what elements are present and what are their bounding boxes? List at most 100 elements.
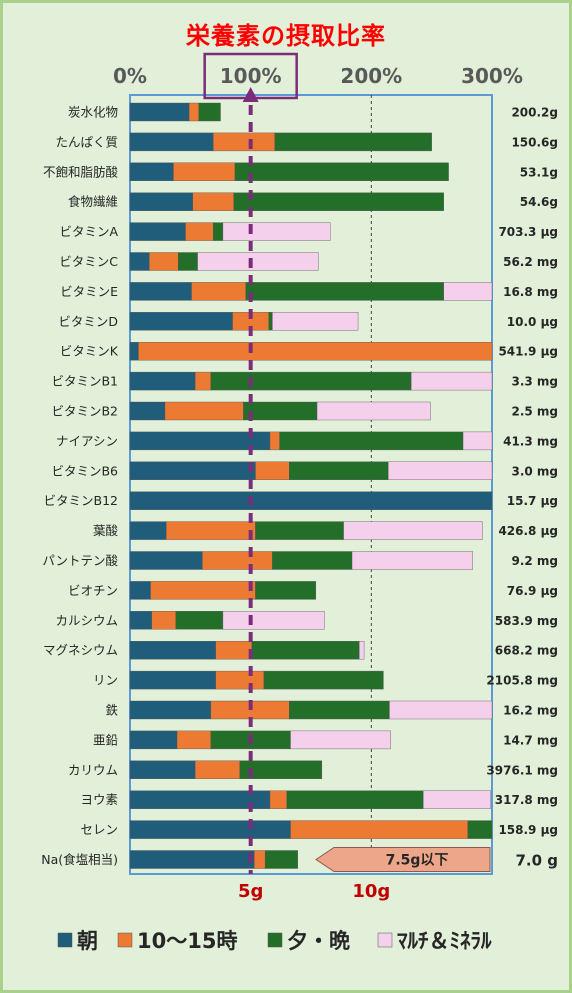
amount-label: 3.0 mg bbox=[511, 464, 558, 478]
bar-segment-supplement bbox=[423, 790, 491, 809]
category-label: ビタミンC bbox=[59, 254, 118, 269]
legend-swatch-snack bbox=[117, 932, 133, 948]
amount-label: 426.8 μg bbox=[498, 524, 558, 538]
bar-segment-supplement bbox=[222, 222, 331, 241]
salt-limit-note: 7.5g以下 bbox=[386, 853, 449, 869]
bar-segment-dinner bbox=[239, 760, 323, 779]
bar-segment-dinner bbox=[263, 670, 384, 690]
amount-label: 9.2 mg bbox=[511, 554, 558, 568]
bar-segment-breakfast bbox=[129, 581, 151, 600]
bar-segment-snack bbox=[194, 371, 212, 391]
category-label: カリウム bbox=[68, 762, 118, 777]
bar-segment-snack bbox=[269, 790, 288, 809]
bar-segment-snack bbox=[165, 521, 256, 540]
category-label: カルシウム bbox=[55, 613, 118, 628]
bar-segment-dinner bbox=[255, 521, 344, 540]
amount-label: 16.2 mg bbox=[503, 704, 558, 718]
amount-label: 7.0 g bbox=[515, 852, 558, 870]
bar-segment-snack bbox=[192, 192, 234, 211]
bar-segment-supplement bbox=[351, 551, 473, 570]
bar-segment-breakfast bbox=[129, 222, 186, 241]
amount-label: 703.3 μg bbox=[498, 225, 558, 239]
bar-segment-snack bbox=[290, 820, 469, 839]
bar-segment-dinner bbox=[268, 312, 273, 331]
amount-label: 56.2 mg bbox=[503, 255, 558, 269]
bar-segment-dinner bbox=[274, 132, 432, 152]
bar-segment-breakfast bbox=[129, 760, 196, 779]
amount-label: 2105.8 mg bbox=[486, 674, 558, 688]
bar-segment-snack bbox=[255, 461, 290, 480]
bar-segment-supplement bbox=[290, 730, 391, 750]
bar-segment-dinner bbox=[289, 461, 389, 480]
bar-segment-snack bbox=[185, 222, 214, 241]
bar-segment-breakfast bbox=[129, 521, 167, 540]
bar-segment-breakfast bbox=[129, 461, 256, 480]
legend-label: 夕・晩 bbox=[287, 929, 350, 953]
category-label: セレン bbox=[80, 822, 118, 837]
category-label: ビタミンB1 bbox=[51, 374, 118, 389]
bar-segment-dinner bbox=[175, 611, 224, 630]
amount-label: 541.9 μg bbox=[498, 345, 558, 359]
bar-segment-breakfast bbox=[129, 551, 203, 570]
bar-segment-breakfast bbox=[129, 371, 196, 391]
bar-segment-dinner bbox=[198, 102, 221, 122]
bar-segment-breakfast bbox=[129, 850, 255, 869]
bar-segment-snack bbox=[215, 641, 253, 660]
category-label: 不飽和脂肪酸 bbox=[43, 164, 119, 179]
bar-segment-snack bbox=[138, 342, 493, 361]
legend-swatch-dinner bbox=[267, 932, 283, 948]
amount-label: 15.7 μg bbox=[507, 494, 558, 508]
legend-swatch-supplement bbox=[377, 932, 393, 948]
category-label: ナイアシン bbox=[56, 433, 118, 448]
bar-segment-supplement bbox=[462, 431, 493, 451]
x-tick-label: 0% bbox=[113, 64, 147, 88]
plot-area bbox=[129, 94, 493, 875]
bar-segment-snack bbox=[151, 611, 177, 630]
bar-segment-snack bbox=[176, 730, 212, 750]
bar-segment-breakfast bbox=[129, 641, 216, 660]
category-label: マグネシウム bbox=[43, 643, 118, 658]
bar-segment-snack bbox=[254, 850, 266, 869]
category-label: パントテン酸 bbox=[42, 553, 118, 568]
bar-segment-breakfast bbox=[129, 820, 291, 839]
bar-segment-breakfast bbox=[129, 401, 166, 421]
bar-segment-dinner bbox=[213, 222, 224, 241]
bar-segment-dinner bbox=[279, 431, 464, 451]
bar-segment-snack bbox=[194, 760, 241, 779]
bar-segment-dinner bbox=[289, 700, 390, 720]
legend-label: 10〜15時 bbox=[137, 929, 237, 953]
bar-segment-breakfast bbox=[129, 132, 214, 152]
category-label: ビタミンB6 bbox=[51, 463, 118, 478]
bar-segment-breakfast bbox=[129, 162, 174, 182]
bar-segment-dinner bbox=[286, 790, 424, 809]
amount-label: 317.8 mg bbox=[495, 793, 558, 807]
amount-label: 54.6g bbox=[520, 195, 558, 209]
bar-segment-supplement bbox=[316, 401, 431, 421]
bar-segment-dinner bbox=[210, 371, 412, 391]
bar-segment-snack bbox=[215, 670, 265, 690]
bar-segment-supplement bbox=[410, 371, 493, 391]
amount-label: 53.1g bbox=[520, 165, 558, 179]
bar-segment-dinner bbox=[234, 162, 449, 182]
target-line-arrowhead bbox=[242, 87, 259, 102]
bar-segment-dinner bbox=[233, 192, 444, 211]
bar-segment-supplement bbox=[272, 312, 359, 331]
category-label: ビタミンE bbox=[60, 284, 118, 299]
bar-segment-snack bbox=[269, 431, 280, 451]
x-tick-label: 300% bbox=[461, 64, 523, 88]
salt-limit-arrow bbox=[315, 847, 491, 872]
bar-segment-snack bbox=[173, 162, 236, 182]
bar-segment-dinner bbox=[243, 401, 318, 421]
bar-segment-breakfast bbox=[129, 491, 493, 510]
category-label: リン bbox=[93, 673, 118, 688]
bar-segment-breakfast bbox=[129, 342, 139, 361]
x-tick-label: 200% bbox=[340, 64, 402, 88]
bar-segment-breakfast bbox=[129, 700, 212, 720]
bar-segment-breakfast bbox=[129, 611, 152, 630]
bar-segment-breakfast bbox=[129, 102, 190, 122]
bar-segment-dinner bbox=[272, 551, 353, 570]
bar-segment-dinner bbox=[178, 252, 198, 271]
amount-label: 14.7 mg bbox=[503, 733, 558, 747]
bar-segment-dinner bbox=[251, 641, 360, 660]
legend-label: ﾏﾙﾁ＆ﾐﾈﾗﾙ bbox=[397, 929, 492, 953]
